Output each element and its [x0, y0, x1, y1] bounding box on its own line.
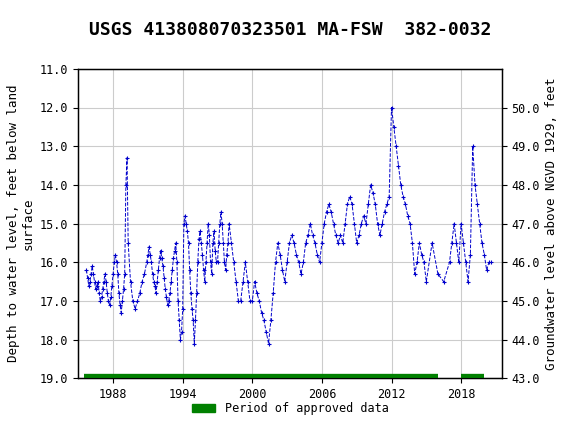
Legend: Period of approved data: Period of approved data [187, 397, 393, 420]
Text: ⨃USGS: ⨃USGS [6, 6, 64, 25]
Text: USGS 413808070323501 MA-FSW  382-0032: USGS 413808070323501 MA-FSW 382-0032 [89, 21, 491, 39]
Y-axis label: Depth to water level, feet below land
surface: Depth to water level, feet below land su… [6, 85, 35, 362]
Y-axis label: Groundwater level above NGVD 1929, feet: Groundwater level above NGVD 1929, feet [545, 77, 559, 370]
